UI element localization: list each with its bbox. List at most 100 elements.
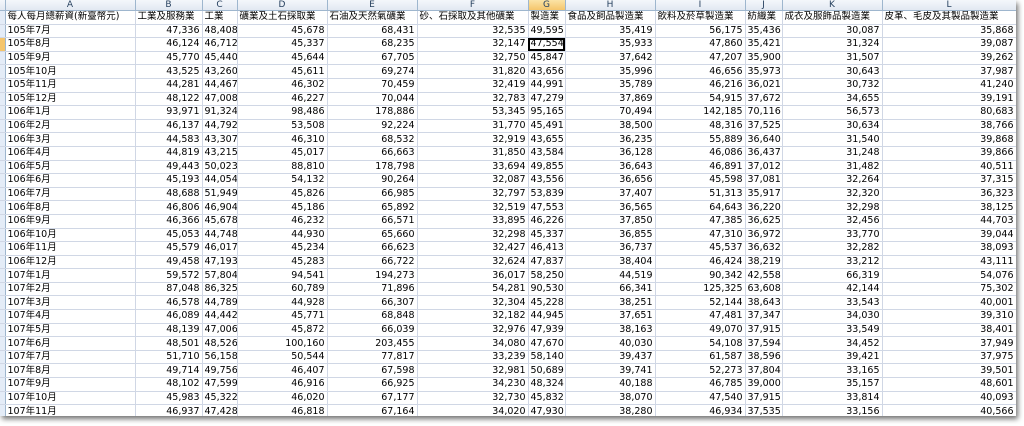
month-cell[interactable]: 105年7月 [5, 24, 136, 39]
value-cell[interactable]: 37,869 [565, 92, 656, 107]
value-cell[interactable]: 43,307 [202, 132, 238, 147]
month-cell[interactable]: 106年6月 [5, 173, 136, 188]
value-cell[interactable]: 66,623 [327, 241, 418, 256]
value-cell[interactable]: 44,789 [202, 295, 238, 311]
value-cell[interactable]: 36,632 [745, 241, 783, 256]
header-cell[interactable]: 砂、石採取及其他礦業 [417, 10, 529, 25]
row-header[interactable] [0, 24, 6, 39]
value-cell[interactable]: 56,573 [782, 105, 883, 120]
value-cell[interactable]: 31,770 [417, 119, 529, 134]
header-cell[interactable]: 工業 [202, 10, 238, 25]
value-cell[interactable]: 90,530 [528, 282, 566, 297]
value-cell[interactable]: 66,341 [565, 282, 656, 297]
value-cell[interactable]: 45,771 [237, 309, 328, 324]
value-cell[interactable]: 32,087 [417, 173, 529, 188]
value-cell[interactable]: 40,566 [882, 404, 1016, 416]
value-cell[interactable]: 45,770 [135, 51, 203, 66]
value-cell[interactable]: 45,598 [655, 173, 746, 188]
value-cell[interactable]: 45,537 [655, 241, 746, 256]
value-cell[interactable]: 33,239 [417, 350, 529, 365]
value-cell[interactable]: 35,933 [565, 37, 656, 52]
value-cell[interactable]: 38,219 [745, 255, 783, 270]
value-cell[interactable]: 32,981 [417, 363, 529, 379]
month-cell[interactable]: 105年10月 [5, 64, 136, 79]
value-cell[interactable]: 37,915 [745, 323, 783, 338]
value-cell[interactable]: 32,298 [417, 228, 529, 243]
column-header-b[interactable]: B [135, 0, 203, 11]
value-cell[interactable]: 66,307 [327, 295, 418, 311]
value-cell[interactable]: 37,012 [745, 160, 783, 175]
header-cell[interactable]: 皮革、毛皮及其製品製造業 [882, 10, 1016, 25]
value-cell[interactable]: 65,660 [327, 228, 418, 243]
month-cell[interactable]: 105年9月 [5, 51, 136, 66]
value-cell[interactable]: 68,431 [327, 24, 418, 39]
value-cell[interactable]: 40,001 [882, 295, 1016, 311]
column-header-i[interactable]: I [655, 0, 746, 11]
value-cell[interactable]: 36,625 [745, 214, 783, 229]
value-cell[interactable]: 44,930 [237, 228, 328, 243]
value-cell[interactable]: 39,501 [882, 363, 1016, 379]
value-cell[interactable]: 125,325 [655, 282, 746, 297]
column-header-c[interactable]: C [202, 0, 238, 11]
value-cell[interactable]: 45,228 [528, 295, 566, 311]
value-cell[interactable]: 40,093 [882, 391, 1016, 406]
value-cell[interactable]: 67,164 [327, 404, 418, 416]
month-cell[interactable]: 107年1月 [5, 268, 136, 283]
value-cell[interactable]: 44,519 [565, 268, 656, 283]
value-cell[interactable]: 36,656 [565, 173, 656, 188]
month-cell[interactable]: 107年2月 [5, 282, 136, 297]
value-cell[interactable]: 36,017 [417, 268, 529, 283]
value-cell[interactable]: 36,737 [565, 241, 656, 256]
value-cell[interactable]: 53,508 [237, 119, 328, 134]
value-cell[interactable]: 36,021 [745, 78, 783, 93]
value-cell[interactable]: 46,916 [237, 377, 328, 392]
value-cell[interactable]: 43,215 [202, 146, 238, 161]
value-cell[interactable]: 36,972 [745, 228, 783, 243]
row-header[interactable] [0, 146, 6, 161]
value-cell[interactable]: 47,008 [202, 92, 238, 107]
value-cell[interactable]: 44,467 [202, 78, 238, 93]
value-cell[interactable]: 33,212 [782, 255, 883, 270]
value-cell[interactable]: 58,140 [528, 350, 566, 365]
header-cell[interactable]: 礦業及土石採取業 [237, 10, 328, 25]
value-cell[interactable]: 39,044 [882, 228, 1016, 243]
value-cell[interactable]: 35,900 [745, 51, 783, 66]
value-cell[interactable]: 55,889 [655, 132, 746, 147]
value-cell[interactable]: 45,234 [237, 241, 328, 256]
row-header[interactable] [0, 160, 6, 175]
value-cell[interactable]: 47,006 [202, 323, 238, 338]
value-cell[interactable]: 54,076 [882, 268, 1016, 283]
value-cell[interactable]: 47,385 [655, 214, 746, 229]
value-cell[interactable]: 46,934 [655, 404, 746, 416]
value-cell[interactable]: 68,235 [327, 37, 418, 52]
value-cell[interactable]: 39,087 [882, 37, 1016, 52]
value-cell[interactable]: 42,558 [745, 268, 783, 283]
value-cell[interactable]: 49,756 [202, 363, 238, 379]
value-cell[interactable]: 31,507 [782, 51, 883, 66]
value-cell[interactable]: 45,611 [237, 64, 328, 79]
value-cell[interactable]: 91,324 [202, 105, 238, 120]
value-cell[interactable]: 33,549 [782, 323, 883, 338]
value-cell[interactable]: 33,165 [782, 363, 883, 379]
value-cell[interactable]: 36,640 [745, 132, 783, 147]
value-cell[interactable]: 44,442 [202, 309, 238, 324]
value-cell[interactable]: 47,481 [655, 309, 746, 324]
month-cell[interactable]: 106年8月 [5, 200, 136, 215]
value-cell[interactable]: 59,572 [135, 268, 203, 283]
value-cell[interactable]: 37,642 [565, 51, 656, 66]
month-cell[interactable]: 107年11月 [5, 404, 136, 416]
value-cell[interactable]: 31,820 [417, 64, 529, 79]
value-cell[interactable]: 39,262 [882, 51, 1016, 66]
value-cell[interactable]: 46,424 [655, 255, 746, 270]
value-cell[interactable]: 47,310 [655, 228, 746, 243]
value-cell[interactable]: 47,860 [655, 37, 746, 52]
value-cell[interactable]: 45,847 [528, 51, 566, 66]
value-cell[interactable]: 49,595 [528, 24, 566, 39]
value-cell[interactable]: 43,111 [882, 255, 1016, 270]
value-cell[interactable]: 37,347 [745, 309, 783, 324]
value-cell[interactable]: 66,722 [327, 255, 418, 270]
value-cell[interactable]: 75,302 [882, 282, 1016, 297]
value-cell[interactable]: 30,087 [782, 24, 883, 39]
value-cell[interactable]: 54,915 [655, 92, 746, 107]
value-cell[interactable]: 39,191 [882, 92, 1016, 107]
